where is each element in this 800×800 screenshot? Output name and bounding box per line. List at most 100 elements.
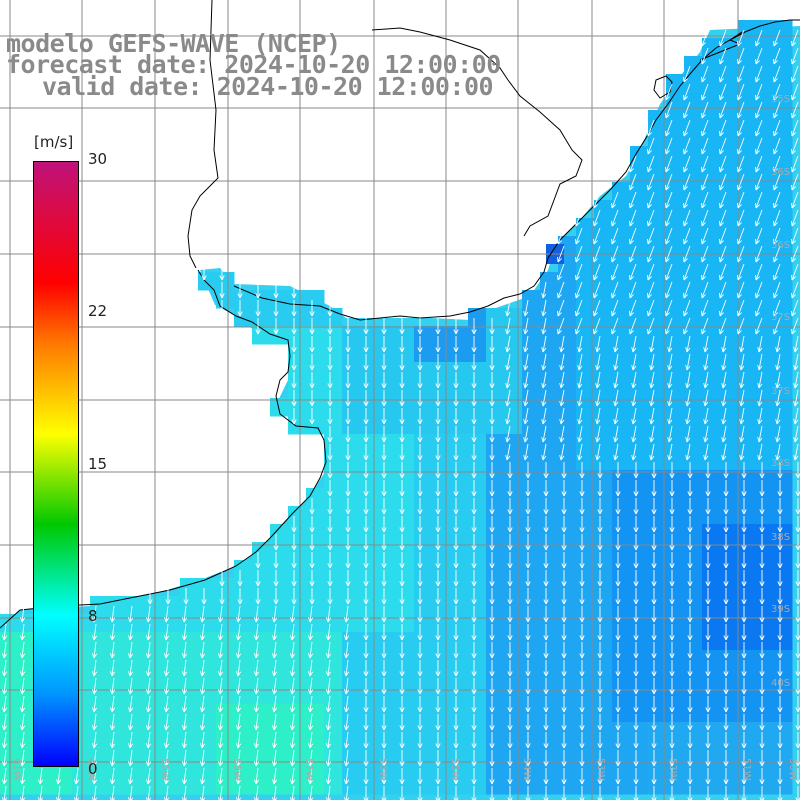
wind-cell — [270, 776, 289, 795]
wind-cell — [558, 434, 577, 453]
wind-cell — [504, 668, 523, 687]
wind-arrow — [217, 605, 224, 623]
wind-cell — [342, 614, 361, 633]
wind-cell — [180, 722, 199, 741]
wind-cell — [630, 236, 649, 255]
wind-cell — [738, 290, 757, 309]
wind-arrow — [687, 714, 693, 731]
wind-cell — [0, 704, 19, 723]
wind-arrow — [325, 623, 332, 641]
wind-arrow — [579, 570, 585, 587]
wind-cell — [378, 416, 397, 435]
wind-cell — [684, 488, 703, 507]
wind-cell — [252, 560, 271, 579]
wind-cell — [360, 650, 379, 669]
wind-cell — [432, 488, 451, 507]
wind-cell — [702, 398, 721, 417]
wind-arrow — [489, 354, 495, 371]
wind-arrow — [471, 462, 477, 479]
wind-cell — [738, 704, 757, 723]
wind-cell — [108, 668, 127, 687]
wind-cell — [450, 650, 469, 669]
wind-arrow — [651, 570, 657, 587]
wind-arrow — [109, 623, 116, 641]
wind-arrow — [505, 299, 511, 317]
wind-arrow — [399, 498, 405, 515]
wind-arrow — [435, 498, 441, 515]
wind-arrow — [611, 227, 619, 245]
wind-arrow — [325, 659, 332, 677]
wind-arrow — [615, 480, 621, 497]
wind-cell — [306, 326, 325, 345]
wind-arrow — [471, 480, 477, 497]
wind-arrow — [453, 678, 459, 695]
wind-cell — [612, 200, 631, 219]
wind-arrow — [705, 516, 711, 533]
wind-arrow — [541, 407, 547, 425]
wind-cell — [774, 362, 793, 381]
wind-arrow — [597, 480, 603, 497]
wind-cell — [270, 740, 289, 759]
wind-cell — [486, 488, 505, 507]
wind-cell — [702, 596, 721, 615]
wind-arrow — [777, 516, 783, 533]
wind-arrow — [199, 731, 206, 749]
wind-arrow — [327, 300, 333, 317]
wind-arrow — [633, 732, 639, 749]
wind-cell — [270, 722, 289, 741]
wind-arrow — [525, 732, 531, 749]
wind-cell — [774, 56, 793, 75]
wind-arrow — [343, 641, 350, 659]
wind-arrow — [631, 389, 637, 407]
wind-arrow — [525, 768, 531, 785]
wind-cell — [378, 524, 397, 543]
wind-arrow — [755, 137, 763, 155]
wind-cell — [180, 596, 199, 615]
wind-cell — [198, 686, 217, 705]
wind-cell — [702, 164, 721, 183]
wind-cell — [162, 668, 181, 687]
wind-arrow — [163, 641, 170, 659]
wind-arrow — [399, 732, 405, 749]
wind-cell — [306, 560, 325, 579]
wind-cell — [414, 596, 433, 615]
wind-arrow — [651, 534, 657, 551]
wind-arrow — [507, 750, 513, 767]
wind-arrow — [381, 624, 387, 641]
wind-arrow — [685, 335, 691, 353]
wind-cell — [558, 632, 577, 651]
wind-cell — [234, 686, 253, 705]
wind-cell — [486, 578, 505, 597]
wind-arrow — [705, 480, 711, 497]
wind-arrow — [579, 696, 585, 713]
wind-arrow — [145, 695, 152, 713]
wind-arrow — [525, 570, 531, 587]
wind-arrow — [307, 623, 314, 641]
wind-arrow — [721, 389, 727, 407]
wind-arrow — [755, 29, 763, 47]
wind-arrow — [327, 354, 333, 371]
wind-arrow — [525, 552, 531, 569]
wind-cell — [450, 470, 469, 489]
wind-arrow — [629, 299, 637, 317]
wind-cell — [666, 434, 685, 453]
wind-cell — [504, 362, 523, 381]
lat-label: 35S — [771, 94, 790, 105]
wind-cell — [684, 704, 703, 723]
wind-arrow — [669, 660, 675, 677]
lon-label: 51W — [741, 758, 752, 781]
wind-arrow — [597, 624, 603, 641]
wind-cell — [414, 452, 433, 471]
wind-cell — [504, 326, 523, 345]
wind-arrow — [453, 714, 459, 731]
wind-arrow — [399, 354, 405, 371]
wind-cell — [396, 650, 415, 669]
wind-arrow — [273, 552, 279, 569]
wind-cell — [504, 308, 523, 327]
wind-arrow — [435, 480, 441, 497]
wind-cell — [720, 650, 739, 669]
wind-arrow — [127, 749, 134, 767]
wind-cell — [504, 758, 523, 777]
wind-cell — [432, 470, 451, 489]
wind-arrow — [235, 677, 242, 695]
